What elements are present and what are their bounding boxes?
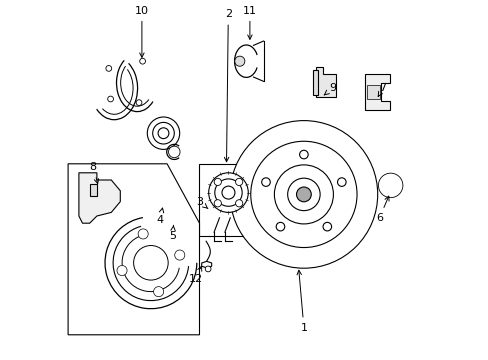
Circle shape [222, 186, 234, 199]
Text: 9: 9 [324, 83, 336, 95]
Circle shape [136, 100, 142, 105]
Circle shape [205, 266, 211, 272]
Circle shape [274, 165, 333, 224]
Text: 11: 11 [243, 6, 256, 39]
Text: 12: 12 [188, 266, 203, 284]
Circle shape [133, 246, 168, 280]
Circle shape [323, 222, 331, 231]
Circle shape [235, 200, 242, 207]
Text: 1: 1 [296, 270, 307, 333]
Circle shape [117, 265, 127, 275]
Text: 8: 8 [90, 162, 99, 184]
Polygon shape [365, 74, 389, 110]
Polygon shape [201, 261, 211, 268]
Circle shape [107, 96, 113, 102]
Text: 5: 5 [169, 225, 176, 241]
Circle shape [378, 173, 402, 198]
Circle shape [337, 178, 346, 186]
Circle shape [214, 200, 221, 207]
Circle shape [168, 146, 180, 158]
Circle shape [299, 150, 307, 159]
Circle shape [261, 178, 270, 186]
Circle shape [276, 222, 284, 231]
Circle shape [230, 121, 377, 268]
Text: 2: 2 [224, 9, 231, 162]
Circle shape [208, 173, 248, 212]
Circle shape [214, 178, 221, 185]
Text: 4: 4 [156, 208, 163, 225]
Circle shape [383, 178, 397, 193]
Circle shape [234, 56, 244, 66]
Circle shape [138, 229, 148, 239]
Text: 3: 3 [196, 197, 207, 209]
Circle shape [380, 176, 400, 195]
Text: 6: 6 [375, 196, 388, 223]
Circle shape [152, 122, 174, 144]
Text: 10: 10 [135, 6, 148, 57]
Circle shape [174, 250, 184, 260]
Text: 7: 7 [377, 83, 386, 96]
Circle shape [235, 178, 242, 185]
Polygon shape [312, 70, 318, 95]
Polygon shape [79, 173, 120, 223]
Polygon shape [68, 164, 199, 335]
Circle shape [214, 179, 242, 206]
Circle shape [153, 287, 163, 297]
Polygon shape [316, 67, 336, 97]
Circle shape [250, 141, 356, 248]
Bar [199, 164, 262, 236]
Circle shape [296, 187, 311, 202]
Circle shape [106, 66, 111, 71]
Circle shape [140, 58, 145, 64]
Polygon shape [89, 184, 97, 196]
Bar [366, 85, 379, 99]
Circle shape [385, 181, 394, 190]
Circle shape [287, 178, 320, 211]
Circle shape [158, 128, 168, 139]
Circle shape [147, 117, 179, 149]
